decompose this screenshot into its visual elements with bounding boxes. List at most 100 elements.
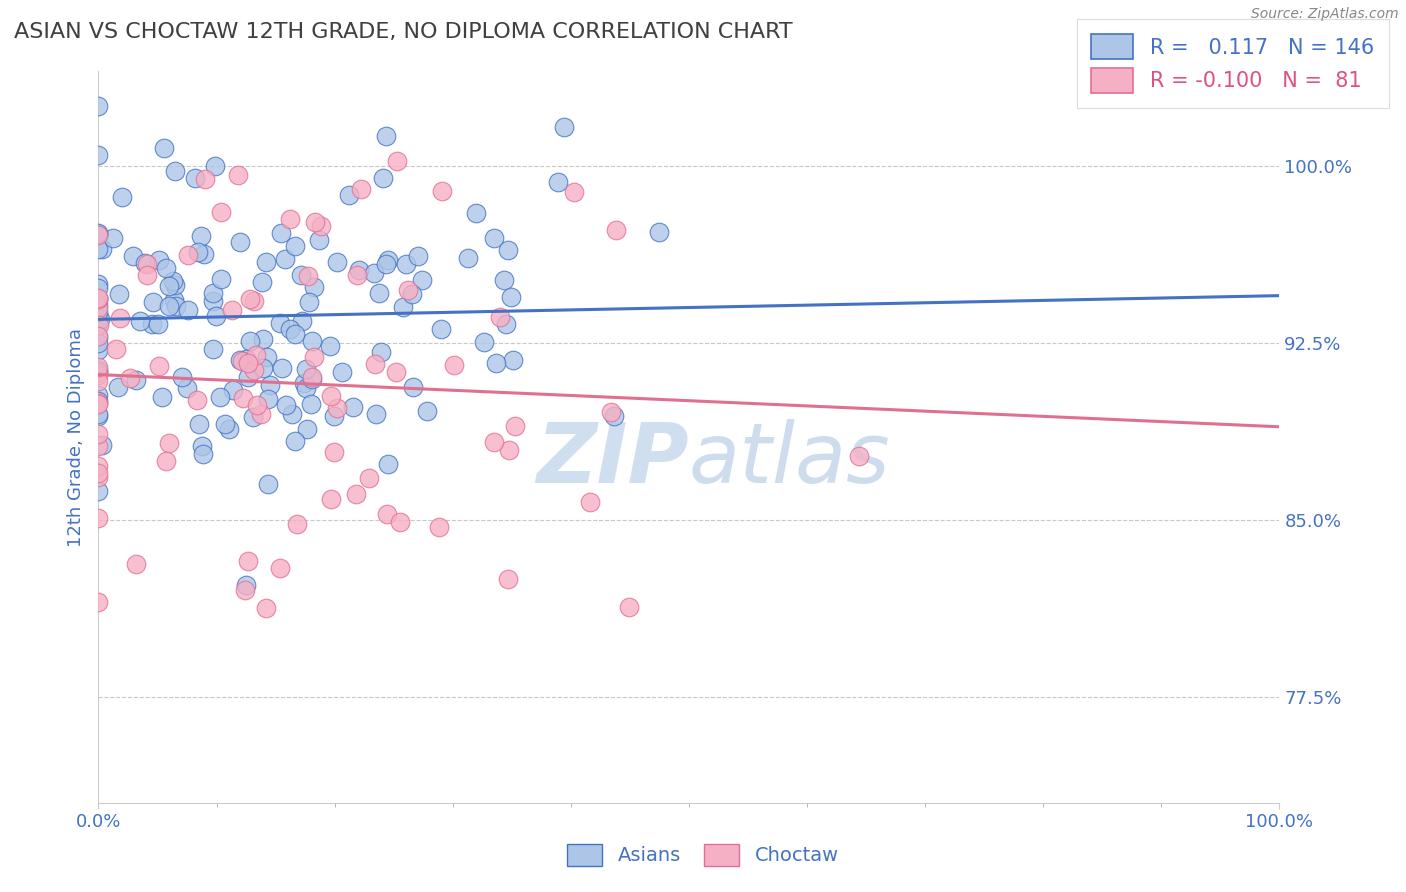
Point — [118, 371, 141, 385]
Point — [148, 252, 170, 267]
Point — [87, 227, 110, 241]
Point — [87, 280, 110, 294]
Point — [364, 357, 387, 371]
Point — [284, 326, 307, 341]
Point — [603, 409, 626, 423]
Point — [270, 226, 292, 240]
Point — [221, 303, 243, 318]
Point — [202, 293, 225, 308]
Point — [366, 407, 388, 421]
Point — [87, 595, 110, 609]
Point — [87, 291, 110, 305]
Point — [252, 360, 274, 375]
Point — [218, 422, 240, 436]
Point — [252, 332, 274, 346]
Point — [105, 342, 128, 356]
Point — [495, 317, 517, 331]
Point — [214, 417, 236, 431]
Point — [135, 268, 157, 282]
Point — [87, 397, 110, 411]
Point — [242, 410, 264, 425]
Point — [347, 263, 370, 277]
Point — [278, 212, 301, 227]
Point — [204, 309, 226, 323]
Point — [370, 345, 392, 359]
Point — [295, 362, 318, 376]
Point — [229, 235, 252, 249]
Point — [489, 310, 512, 324]
Point — [273, 252, 295, 266]
Point — [155, 261, 177, 276]
Point — [87, 466, 110, 480]
Point — [302, 280, 325, 294]
Point — [87, 409, 110, 423]
Point — [416, 404, 439, 418]
Point — [165, 299, 187, 313]
Point — [111, 189, 134, 203]
Point — [186, 393, 208, 408]
Point — [375, 257, 398, 271]
Point — [290, 268, 312, 282]
Point — [231, 353, 253, 368]
Point — [190, 228, 212, 243]
Point — [323, 445, 346, 459]
Point — [87, 147, 110, 161]
Point — [249, 407, 271, 421]
Point — [498, 442, 520, 457]
Point — [157, 299, 180, 313]
Point — [209, 204, 232, 219]
Point — [226, 168, 249, 182]
Point — [309, 219, 332, 234]
Point — [209, 272, 232, 286]
Text: ZIP: ZIP — [536, 418, 689, 500]
Point — [90, 242, 112, 256]
Point — [87, 363, 110, 377]
Point — [157, 279, 180, 293]
Point — [176, 247, 198, 261]
Point — [283, 434, 305, 449]
Point — [276, 398, 298, 412]
Point — [87, 304, 110, 318]
Point — [87, 292, 110, 306]
Point — [184, 170, 207, 185]
Point — [427, 519, 450, 533]
Point — [163, 277, 186, 292]
Point — [492, 273, 515, 287]
Point — [395, 257, 418, 271]
Point — [579, 495, 602, 509]
Point — [432, 184, 454, 198]
Point — [319, 491, 342, 506]
Point — [108, 286, 131, 301]
Point — [87, 511, 110, 525]
Point — [236, 370, 259, 384]
Point — [87, 297, 110, 311]
Point — [87, 277, 110, 291]
Point — [187, 417, 209, 431]
Point — [129, 314, 152, 328]
Point — [388, 515, 411, 529]
Point — [377, 458, 399, 472]
Point — [250, 275, 273, 289]
Legend: R =   0.117   N = 146, R = -0.100   N =  81: R = 0.117 N = 146, R = -0.100 N = 81 — [1077, 20, 1389, 108]
Point — [153, 141, 176, 155]
Point — [246, 398, 269, 412]
Point — [319, 389, 342, 403]
Point — [87, 408, 110, 422]
Point — [848, 449, 870, 463]
Point — [346, 268, 368, 282]
Point — [392, 300, 415, 314]
Point — [193, 247, 215, 261]
Point — [384, 365, 406, 379]
Point — [605, 223, 627, 237]
Point — [326, 401, 349, 416]
Point — [87, 335, 110, 350]
Point — [482, 434, 505, 449]
Point — [87, 394, 110, 409]
Point — [87, 227, 110, 241]
Point — [254, 600, 277, 615]
Point — [87, 228, 110, 243]
Point — [401, 287, 423, 301]
Point — [90, 438, 112, 452]
Point — [87, 343, 110, 358]
Point — [150, 390, 173, 404]
